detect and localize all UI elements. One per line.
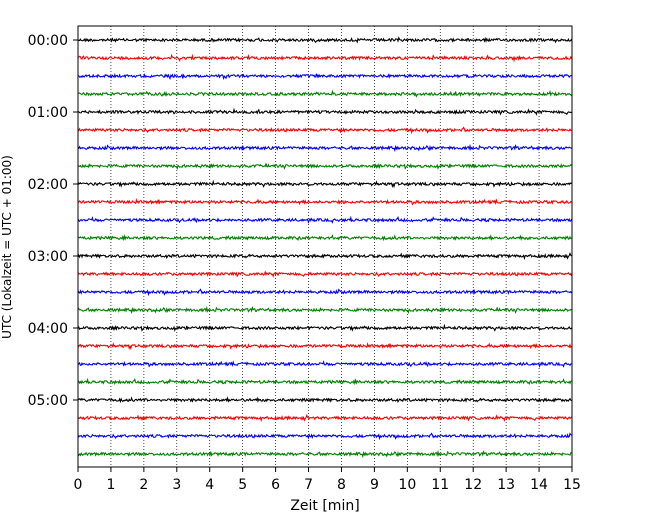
x-tick-label: 4	[205, 477, 214, 493]
seismic-traces	[77, 36, 573, 459]
trace-line	[77, 396, 572, 404]
x-tick-label: 10	[398, 477, 416, 493]
y-tick-label: 03:00	[28, 249, 68, 265]
x-tick-label: 3	[172, 477, 181, 493]
trace-line	[77, 342, 573, 351]
y-tick-label: 02:00	[28, 177, 68, 193]
y-tick-label: 00:00	[28, 33, 68, 49]
trace-line	[77, 53, 573, 63]
x-tick-label: 14	[530, 477, 548, 493]
x-tick-label: 2	[139, 477, 148, 493]
trace-line	[77, 360, 572, 368]
x-tick-label: 6	[271, 477, 280, 493]
x-axis-ticks: 0 1 2 3 4 5 6 7 8 9 10 11 12 13 14 15	[74, 467, 581, 493]
x-tick-label: 12	[464, 477, 482, 493]
y-axis-title: UTC (Lokalzeit = UTC + 01:00)	[0, 155, 14, 339]
trace-line	[77, 36, 573, 44]
trace-line	[77, 449, 572, 459]
y-axis-ticks: 00:00 01:00 02:00 03:00 04:00 05:00	[28, 33, 78, 409]
trace-line	[77, 251, 572, 261]
trace-line	[77, 270, 573, 278]
x-tick-label: 5	[238, 477, 247, 493]
x-tick-label: 9	[370, 477, 379, 493]
trace-line	[77, 215, 573, 224]
y-tick-label: 01:00	[28, 105, 68, 121]
trace-line	[77, 162, 572, 171]
x-tick-label: 7	[304, 477, 313, 493]
trace-line	[77, 432, 572, 441]
trace-line	[77, 179, 573, 189]
trace-line	[77, 143, 572, 153]
x-tick-label: 15	[563, 477, 581, 493]
plot-frame	[77, 25, 573, 468]
trace-line	[77, 126, 572, 135]
x-tick-label: 8	[337, 477, 346, 493]
y-tick-label: 05:00	[28, 393, 68, 409]
x-tick-label: 13	[497, 477, 515, 493]
trace-line	[77, 107, 572, 116]
y-tick-label: 04:00	[28, 321, 68, 337]
trace-line	[77, 288, 573, 297]
x-tick-label: 11	[431, 477, 449, 493]
trace-line	[78, 234, 572, 242]
trace-line	[77, 198, 572, 206]
trace-line	[77, 305, 572, 315]
trace-line	[77, 413, 572, 423]
x-tick-label: 0	[74, 477, 83, 493]
x-axis-title: Zeit [min]	[290, 498, 359, 514]
trace-line	[77, 73, 572, 81]
trace-line	[77, 89, 573, 98]
x-tick-label: 1	[106, 477, 115, 493]
trace-line	[77, 323, 573, 332]
trace-line	[77, 377, 572, 386]
